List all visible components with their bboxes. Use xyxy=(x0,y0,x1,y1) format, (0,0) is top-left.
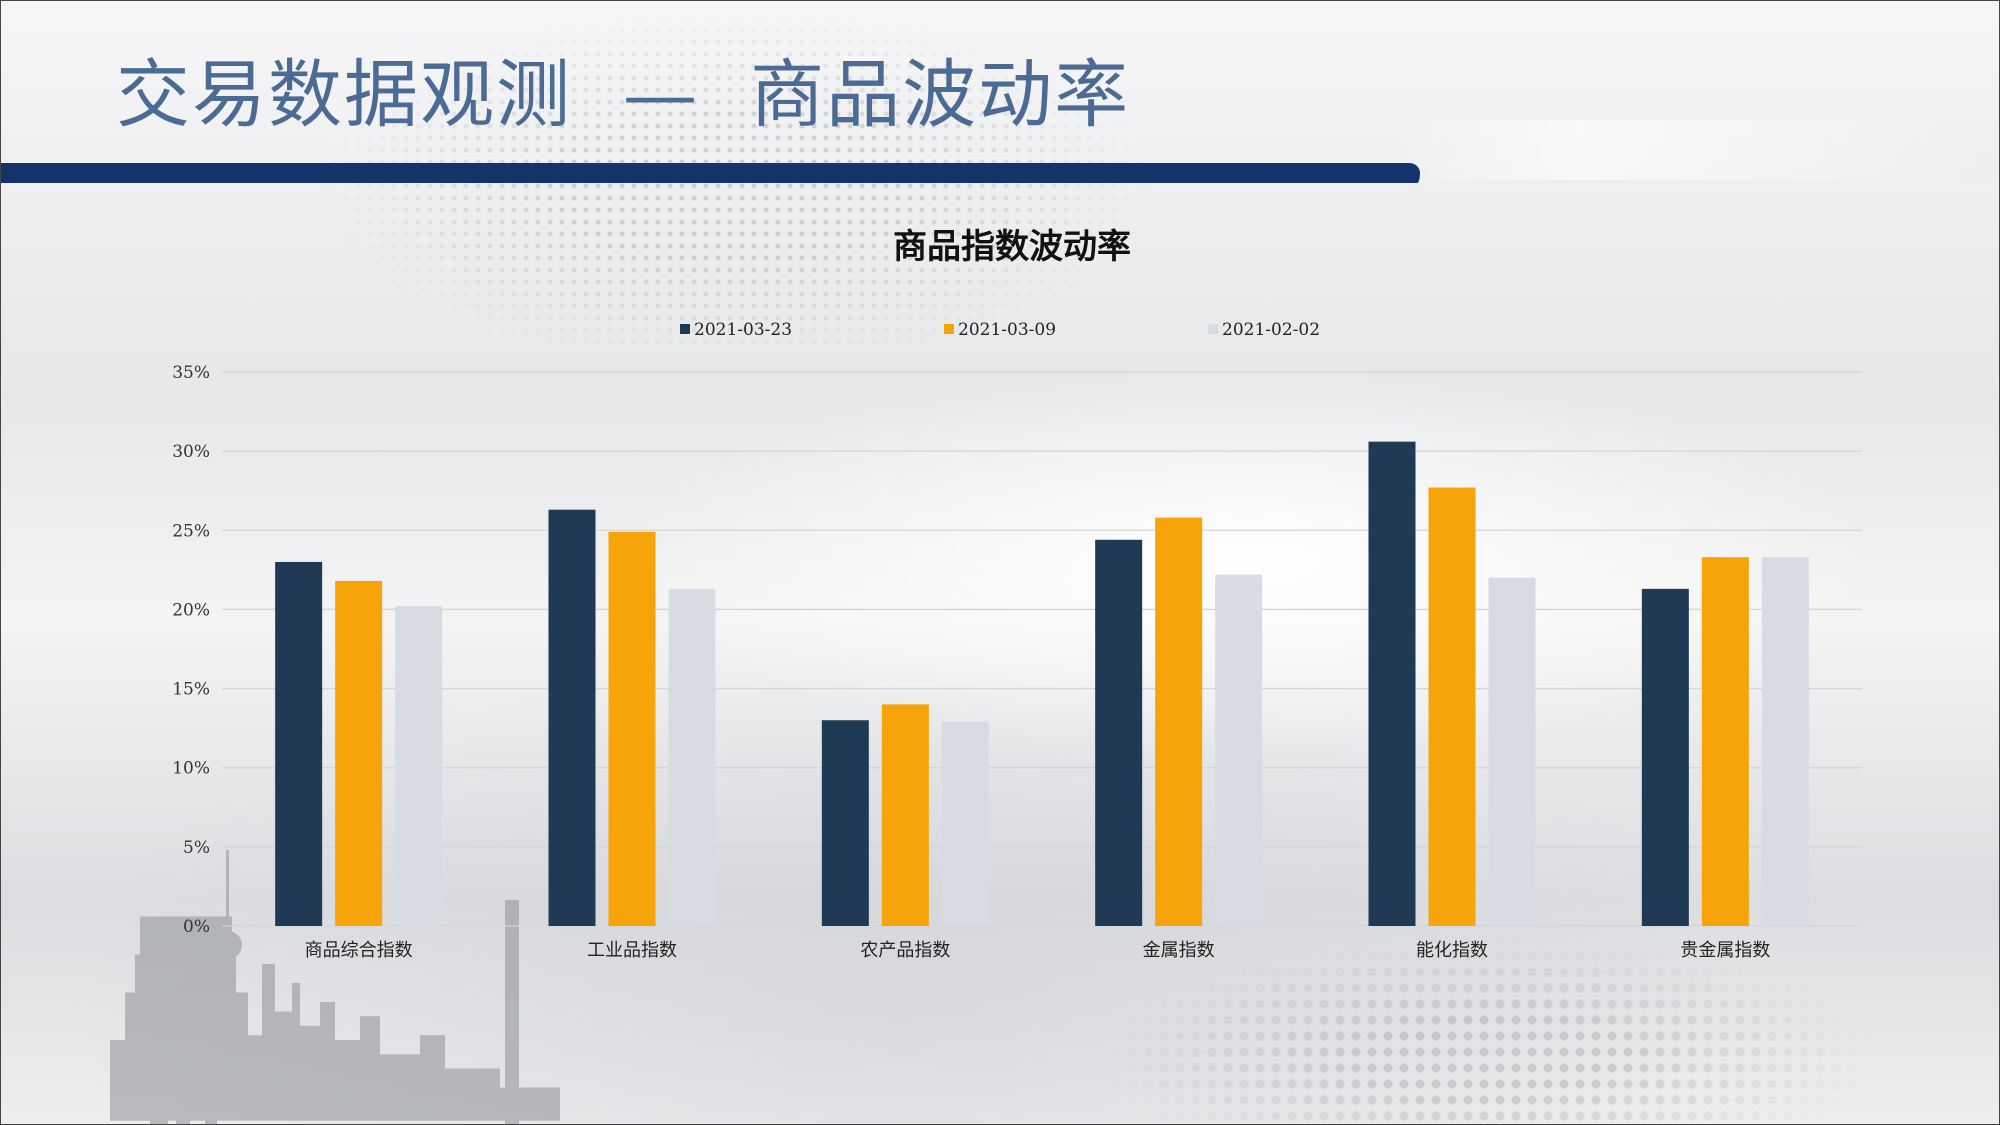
x-category-label: 商品综合指数 xyxy=(305,940,413,961)
x-category-label: 工业品指数 xyxy=(587,940,677,961)
y-tick-label: 5% xyxy=(183,838,210,858)
bar xyxy=(1368,441,1416,926)
y-tick-label: 25% xyxy=(172,521,210,541)
world-map-dots-decoration xyxy=(160,0,1310,470)
legend-label: 2021-03-09 xyxy=(958,320,1056,340)
bar xyxy=(1155,517,1203,926)
legend-swatch xyxy=(680,324,690,334)
legend-label: 2021-03-23 xyxy=(694,320,792,340)
bar xyxy=(395,606,443,926)
y-tick-label: 20% xyxy=(172,600,210,620)
legend-swatch xyxy=(944,324,954,334)
x-category-label: 金属指数 xyxy=(1143,940,1215,961)
bar xyxy=(548,509,596,926)
bar xyxy=(608,531,656,926)
chart-title: 商品指数波动率 xyxy=(893,227,1131,267)
header-swoosh-decoration xyxy=(1395,120,2000,180)
page-title: 交易数据观测 — 商品波动率 xyxy=(116,52,1131,138)
bar xyxy=(1641,588,1689,926)
bars xyxy=(275,441,1809,926)
bar xyxy=(1095,539,1143,926)
bar xyxy=(1215,574,1263,926)
bar xyxy=(821,720,869,926)
x-axis-categories: 商品综合指数 工业品指数 农产品指数 金属指数 能化指数 贵金属指数 xyxy=(305,940,1771,961)
city-skyline-decoration xyxy=(110,850,560,1125)
x-category-label: 贵金属指数 xyxy=(1680,940,1770,961)
bar xyxy=(1701,557,1749,926)
y-axis-ticks: 0% 5% 10% 15% 20% 25% 30% 35% xyxy=(172,363,210,937)
y-tick-label: 30% xyxy=(172,442,210,462)
y-tick-label: 15% xyxy=(172,680,210,700)
header-bar xyxy=(0,163,1420,183)
bar xyxy=(275,561,323,926)
y-tick-label: 10% xyxy=(172,759,210,779)
x-category-label: 能化指数 xyxy=(1416,940,1488,961)
bar xyxy=(1761,557,1809,926)
bar xyxy=(881,704,929,926)
y-tick-label: 35% xyxy=(172,363,210,383)
globe-dots-decoration xyxy=(980,900,2000,1125)
bar xyxy=(668,588,716,926)
legend: 2021-03-23 2021-03-09 2021-02-02 xyxy=(680,320,1320,340)
bar xyxy=(941,721,989,926)
bar xyxy=(335,580,383,926)
x-category-label: 农产品指数 xyxy=(860,940,950,961)
bar xyxy=(1488,577,1536,926)
gridlines xyxy=(222,371,1862,927)
legend-label: 2021-02-02 xyxy=(1222,320,1320,340)
y-tick-label: 0% xyxy=(183,917,210,937)
legend-swatch xyxy=(1208,324,1218,334)
bar xyxy=(1428,487,1476,926)
